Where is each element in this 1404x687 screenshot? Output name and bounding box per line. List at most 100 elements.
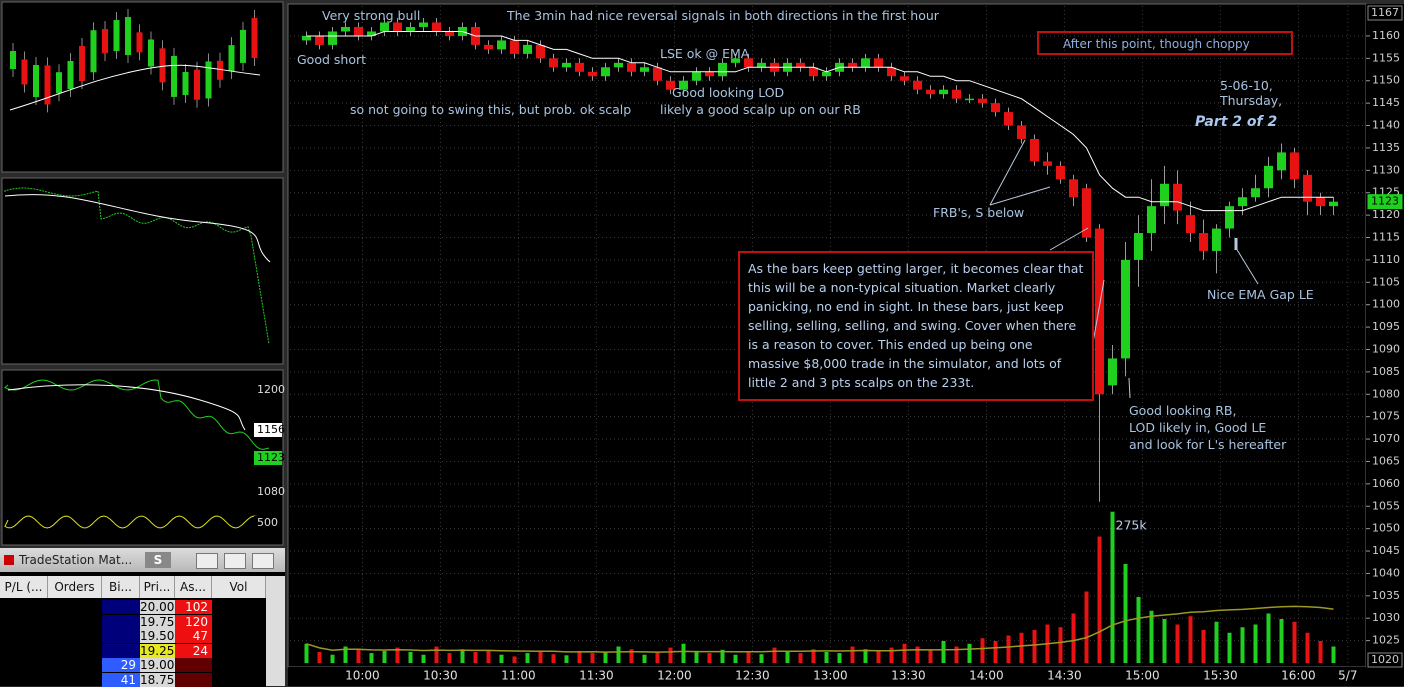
candle-body	[939, 89, 948, 95]
x-tick-label: 11:00	[501, 669, 536, 683]
candle-body	[809, 67, 818, 77]
candle-body	[1056, 165, 1065, 180]
candle-body	[1082, 188, 1091, 238]
candle-body	[926, 89, 935, 95]
volume-bar	[798, 653, 803, 663]
y-tick-label: 1135	[1372, 141, 1400, 154]
arrow	[1049, 227, 1089, 251]
volume-bar	[590, 653, 595, 663]
mini-candle	[217, 60, 223, 80]
volume-bar	[915, 646, 920, 663]
mini-candle	[240, 29, 246, 63]
candle-body	[1225, 206, 1234, 229]
y-tick-label: 1035	[1372, 589, 1400, 602]
candle-body	[315, 35, 324, 45]
candle-body	[1173, 183, 1182, 211]
volume-bar	[1162, 619, 1167, 663]
candle-body	[952, 89, 961, 99]
volume-bar	[1058, 627, 1063, 663]
column-header: Pri...	[140, 576, 175, 598]
candle-body	[1199, 233, 1208, 251]
volume-bar	[1097, 536, 1102, 663]
candle-body	[1043, 161, 1052, 166]
close-button[interactable]	[252, 553, 274, 569]
mini-ema	[4, 194, 271, 263]
price-marker	[1367, 652, 1403, 668]
volume-bar	[577, 650, 582, 663]
candle-body	[1251, 188, 1260, 198]
ask-cell	[175, 658, 212, 672]
volume-bar	[694, 650, 699, 663]
candle-body	[1004, 112, 1013, 126]
volume-bar	[1136, 597, 1141, 663]
y-tick-label: 1155	[1372, 51, 1400, 64]
x-tick-label: 13:30	[891, 669, 926, 683]
volume-bar	[356, 649, 361, 663]
ask-cell: 24	[175, 643, 212, 658]
volume-bar	[993, 641, 998, 663]
volume-bar	[941, 641, 946, 663]
x-tick-label: 12:30	[735, 669, 770, 683]
candle-body	[380, 22, 389, 32]
candle-body	[1186, 215, 1195, 234]
annotation: so not going to swing this, but prob. ok…	[350, 102, 632, 117]
candle-body	[1316, 197, 1325, 207]
volume-bar	[343, 646, 348, 663]
price-cell: 19.75	[140, 614, 175, 629]
volume-bar	[1214, 621, 1219, 663]
volume-bar	[1279, 619, 1284, 663]
candle-body	[601, 67, 610, 77]
maximize-button[interactable]	[224, 553, 246, 569]
mini-axis-box	[254, 383, 282, 397]
note-box-top: After this point, though choppy	[1037, 31, 1293, 55]
volume-bar	[486, 650, 491, 663]
candle-body	[1212, 228, 1221, 251]
symbol-button[interactable]: S	[145, 552, 171, 568]
arrow	[1128, 377, 1131, 399]
vol-cell	[212, 629, 266, 643]
price-cell: 19.00	[140, 658, 175, 672]
annotation: Good looking LOD	[672, 85, 785, 100]
candle-body	[744, 58, 753, 68]
price-marker	[1367, 5, 1403, 21]
candle-body	[1134, 233, 1143, 260]
mini-candle	[205, 61, 212, 99]
volume-bar	[967, 643, 972, 663]
annotation: and look for L's hereafter	[1129, 437, 1287, 452]
scrollbar	[266, 576, 285, 686]
mini-pane-3	[1, 369, 284, 546]
volume-bar	[1318, 641, 1323, 663]
y-tick-label: 1160	[1372, 29, 1400, 42]
mini-axis-box	[254, 485, 282, 499]
volume-bar	[564, 655, 569, 663]
volume-bar	[1292, 621, 1297, 663]
volume-bar	[499, 654, 504, 663]
volume-bar	[668, 647, 673, 663]
volume-bar	[1188, 616, 1193, 663]
mini-pane-2	[1, 177, 284, 365]
minimize-button[interactable]	[196, 553, 218, 569]
volume-bar	[655, 652, 660, 663]
annotation: Thursday,	[1220, 93, 1283, 108]
candle-body	[900, 76, 909, 81]
price-cell: 19.25	[140, 643, 175, 658]
candle-body	[1303, 174, 1312, 202]
vol-cell	[212, 600, 266, 614]
volume-bar	[863, 649, 868, 663]
arrow	[1235, 247, 1259, 285]
volume-bar	[811, 649, 816, 663]
candle-body	[666, 80, 675, 90]
candle-body	[1264, 165, 1273, 189]
volume-bar	[395, 647, 400, 663]
x-tick-label: 10:00	[345, 669, 380, 683]
y-tick-label: 1095	[1372, 320, 1400, 333]
mini-candle	[56, 72, 62, 94]
x-tick-label: 14:00	[969, 669, 1004, 683]
y-tick-label: 1140	[1372, 119, 1400, 132]
candle-body	[510, 40, 519, 54]
mini-line	[4, 187, 270, 345]
candle-body	[718, 62, 727, 77]
candle-body	[978, 98, 987, 104]
column-header: As...	[175, 576, 212, 598]
y-tick-label: 1085	[1372, 365, 1400, 378]
